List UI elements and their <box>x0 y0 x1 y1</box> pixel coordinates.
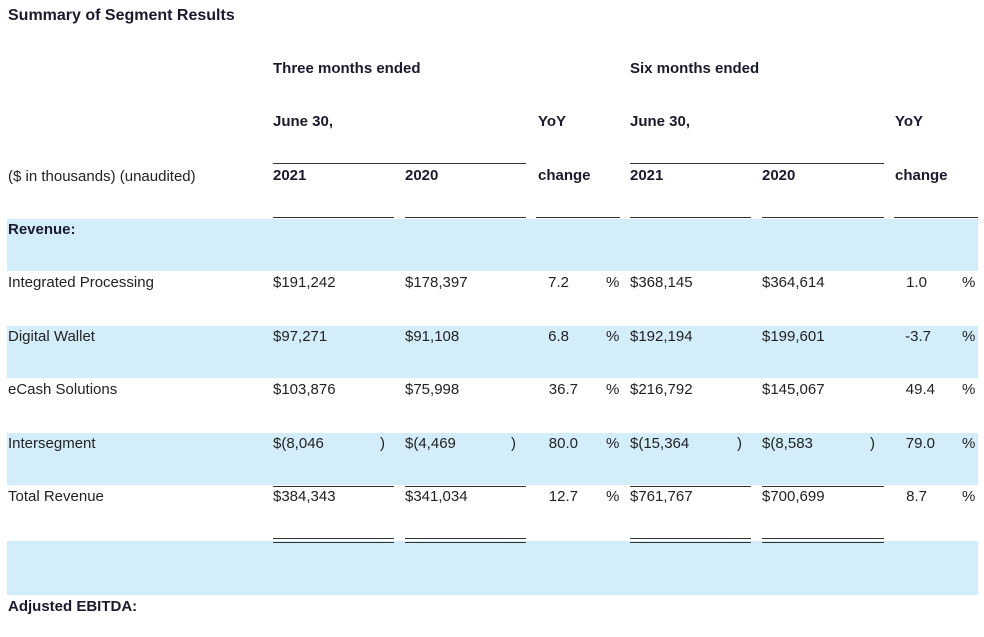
page-title: Summary of Segment Results <box>8 7 235 24</box>
cell-q2021: $(8,046 <box>273 435 324 452</box>
subtotal-rule <box>630 486 751 487</box>
col-rule <box>536 217 620 218</box>
percent-sign: % <box>606 274 620 291</box>
cell-qyoy: 12.7 <box>548 488 578 505</box>
total-double-rule <box>630 538 751 543</box>
cell-h2020: $(8,583 <box>762 435 813 452</box>
header-yoy-three: YoY <box>538 113 567 130</box>
cell-q2020: $(4,469 <box>405 435 456 452</box>
cell-hyoy: -3.7 <box>905 328 931 345</box>
cell-h2020: $145,067 <box>762 381 825 398</box>
cell-qyoy: 6.8 <box>548 328 569 345</box>
percent-sign: % <box>962 381 976 398</box>
cell-q2021: $103,876 <box>273 381 336 398</box>
percent-sign: % <box>962 488 976 505</box>
percent-sign: % <box>962 328 976 345</box>
header-change-six: change <box>895 167 948 184</box>
col-rule <box>894 217 978 218</box>
header-june30-three: June 30, <box>273 113 334 130</box>
cell-q2021: $97,271 <box>273 328 328 345</box>
row-label: eCash Solutions <box>8 381 118 398</box>
row-label-total: Total Revenue <box>8 488 104 505</box>
cell-h2020: $199,601 <box>762 328 825 345</box>
section-revenue: Revenue: <box>8 221 76 238</box>
percent-sign: % <box>606 381 620 398</box>
header-yoy-six: YoY <box>895 113 924 130</box>
header-change-three: change <box>538 167 591 184</box>
cell-q2021: $384,343 <box>273 488 336 505</box>
cell-qyoy: 80.0 <box>548 435 578 452</box>
cell-hyoy: 1.0 <box>906 274 927 291</box>
percent-sign: % <box>606 328 620 345</box>
cell-qyoy: 36.7 <box>548 381 578 398</box>
cell-h2021: $761,767 <box>630 488 693 505</box>
cell-hyoy: 49.4 <box>905 381 935 398</box>
subtotal-rule <box>762 486 884 487</box>
header-six-months: Six months ended <box>630 60 760 77</box>
cell-hyoy: 8.7 <box>906 488 927 505</box>
subtotal-rule <box>405 486 526 487</box>
total-double-rule <box>273 538 394 543</box>
header-june30-six: June 30, <box>630 113 691 130</box>
percent-sign: % <box>962 435 976 452</box>
cell-q2020: $75,998 <box>405 381 460 398</box>
close-paren: ) <box>380 435 385 452</box>
cell-h2021: $(15,364 <box>630 435 690 452</box>
cell-h2020: $700,699 <box>762 488 825 505</box>
col-rule <box>630 217 751 218</box>
cell-q2020: $178,397 <box>405 274 468 291</box>
row-label: Intersegment <box>8 435 96 452</box>
header-2021-three: 2021 <box>273 167 307 184</box>
row-band-blank <box>7 541 978 595</box>
percent-sign: % <box>606 435 620 452</box>
close-paren: ) <box>870 435 875 452</box>
cell-q2020: $91,108 <box>405 328 460 345</box>
percent-sign: % <box>606 488 620 505</box>
row-band-revenue <box>7 219 978 271</box>
cell-h2021: $368,145 <box>630 274 693 291</box>
units-label: ($ in thousands) (unaudited) <box>8 168 196 185</box>
col-rule <box>405 217 526 218</box>
percent-sign: % <box>962 274 976 291</box>
section-adjusted-ebitda: Adjusted EBITDA: <box>8 598 138 615</box>
cell-hyoy: 79.0 <box>905 435 935 452</box>
cell-q2020: $341,034 <box>405 488 468 505</box>
col-rule <box>762 217 884 218</box>
header-2020-three: 2020 <box>405 167 439 184</box>
total-double-rule <box>405 538 526 543</box>
row-band-digital-wallet <box>7 326 978 378</box>
cell-h2021: $192,194 <box>630 328 693 345</box>
row-band-intersegment <box>7 433 978 485</box>
row-label: Integrated Processing <box>8 274 154 291</box>
header-three-months: Three months ended <box>273 60 421 77</box>
cell-qyoy: 7.2 <box>548 274 569 291</box>
subtotal-rule <box>273 486 394 487</box>
cell-h2021: $216,792 <box>630 381 693 398</box>
header-2020-six: 2020 <box>762 167 796 184</box>
header-rule-six <box>630 163 884 164</box>
header-rule-three <box>273 163 526 164</box>
col-rule <box>273 217 394 218</box>
close-paren: ) <box>511 435 516 452</box>
close-paren: ) <box>737 435 742 452</box>
total-double-rule <box>762 538 884 543</box>
header-2021-six: 2021 <box>630 167 664 184</box>
row-label: Digital Wallet <box>8 328 95 345</box>
cell-q2021: $191,242 <box>273 274 336 291</box>
cell-h2020: $364,614 <box>762 274 825 291</box>
